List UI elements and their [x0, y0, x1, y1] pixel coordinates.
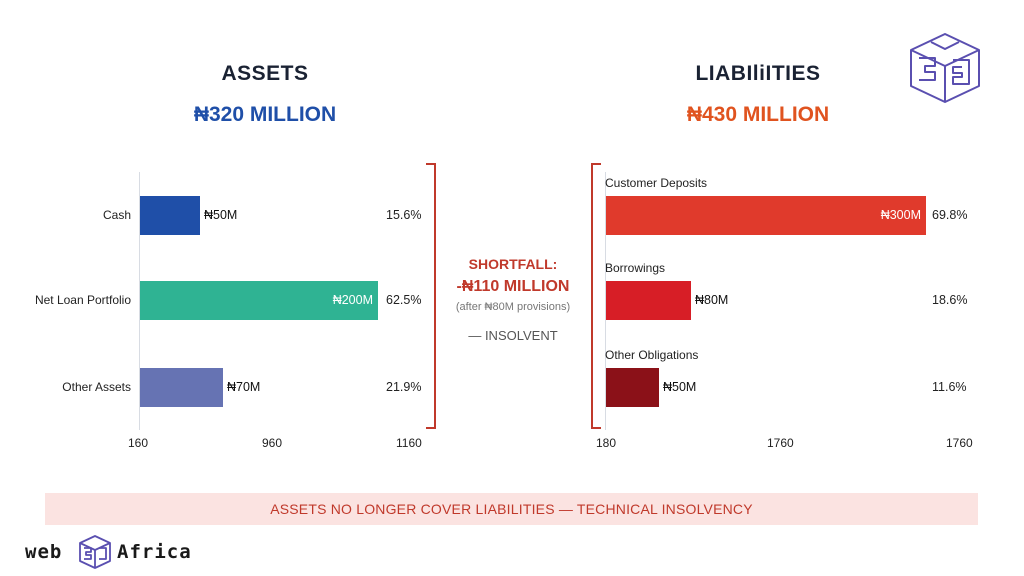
assets-title: ASSETS — [221, 62, 309, 85]
value-label: ₦200M — [332, 293, 373, 307]
shortfall-amount: -₦110 MILLION — [456, 278, 570, 295]
insolvent-status: — INSOLVENT — [468, 328, 558, 343]
assets-total: ₦320 MILLION — [193, 103, 337, 126]
category-label: Customer Deposits — [605, 176, 708, 190]
liabilities-axis-line — [605, 172, 606, 430]
liabilities-tick-label: 1760 — [946, 436, 973, 450]
assets-tick-label: 160 — [128, 436, 149, 450]
insolvency-banner: ASSETS NO LONGER COVER LIABILITIES — TEC… — [45, 493, 978, 525]
brand-text-right: Africa — [117, 541, 192, 563]
percent-label: 69.8% — [932, 208, 968, 222]
assets-bracket — [426, 163, 436, 429]
cube-3-logo-icon — [910, 33, 980, 103]
value-label: ₦50M — [204, 208, 238, 222]
assets-axis-line — [139, 172, 140, 430]
bar — [606, 196, 926, 235]
liabilities-tick-label: 180 — [596, 436, 617, 450]
value-label: ₦80M — [695, 293, 729, 307]
bar — [606, 368, 659, 407]
bar — [140, 368, 223, 407]
value-label: ₦70M — [227, 380, 261, 394]
category-label: Cash — [102, 208, 131, 222]
category-label: Borrowings — [605, 261, 666, 275]
assets-tick-label: 960 — [262, 436, 283, 450]
category-label: Other Obligations — [605, 348, 699, 362]
shortfall-note: (after ₦80M provisions) — [455, 301, 571, 313]
brand-logo: web Africa — [25, 534, 195, 570]
percent-label: 15.6% — [386, 208, 422, 222]
percent-label: 11.6% — [932, 380, 967, 394]
percent-label: 62.5% — [386, 293, 422, 307]
liabilities-bracket — [591, 163, 601, 429]
percent-label: 18.6% — [932, 293, 968, 307]
liabilities-tick-label: 1760 — [767, 436, 794, 450]
percent-label: 21.9% — [386, 380, 422, 394]
category-label: Net Loan Portfolio — [34, 293, 131, 307]
brand-cube-icon — [79, 535, 111, 569]
bar — [140, 281, 378, 320]
brand-text-left: web — [25, 541, 63, 563]
value-label: ₦50M — [663, 380, 697, 394]
bar — [606, 281, 691, 320]
assets-tick-label: 1160 — [396, 436, 422, 450]
bar — [140, 196, 200, 235]
shortfall-label: SHORTFALL: — [468, 256, 558, 272]
value-label: ₦300M — [880, 208, 921, 222]
category-label: Other Assets — [62, 380, 131, 394]
liabilities-total: ₦430 MILLION — [686, 103, 830, 126]
liabilities-title: LIABIliITIES — [695, 62, 821, 85]
